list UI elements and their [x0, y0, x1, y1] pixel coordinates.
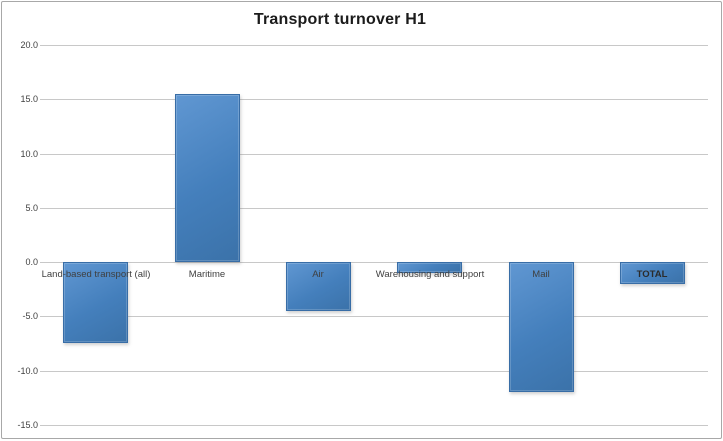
gridline-20-0	[40, 45, 708, 46]
y-tick-label-15-0: -15.0	[17, 420, 38, 430]
gridline-10-0	[40, 371, 708, 372]
gridline-10-0	[40, 154, 708, 155]
bar-land-based-transport-all	[63, 262, 128, 343]
chart-title: Transport turnover H1	[253, 11, 427, 28]
y-tick-label-0-0: 0.0	[25, 257, 38, 267]
gridline-15-0	[40, 99, 708, 100]
y-tick-label-20-0: 20.0	[20, 40, 38, 50]
bar-mail	[509, 262, 574, 392]
gridline-5-0	[40, 316, 708, 317]
gridline-15-0	[40, 425, 708, 426]
gridline-0-0	[40, 262, 708, 263]
bar-warehousing-and-support	[397, 262, 462, 273]
category-label-air: Air	[312, 269, 324, 280]
bar-air	[286, 262, 351, 311]
category-label-maritime: Maritime	[188, 269, 226, 280]
y-tick-label-10-0: -10.0	[17, 366, 38, 376]
y-tick-label-5-0: -5.0	[22, 311, 38, 321]
category-label-total: TOTAL	[636, 269, 668, 280]
bar-total	[620, 262, 685, 284]
category-label-mail: Mail	[532, 269, 550, 280]
y-tick-label-10-0: 10.0	[20, 149, 38, 159]
y-tick-label-5-0: 5.0	[25, 203, 38, 213]
gridline-5-0	[40, 208, 708, 209]
category-label-warehousing-and-support: Warehousing and support	[375, 269, 485, 280]
category-label-land-based-transport-all: Land-based transport (all)	[41, 269, 151, 280]
y-tick-label-15-0: 15.0	[20, 94, 38, 104]
bar-maritime	[175, 94, 240, 262]
